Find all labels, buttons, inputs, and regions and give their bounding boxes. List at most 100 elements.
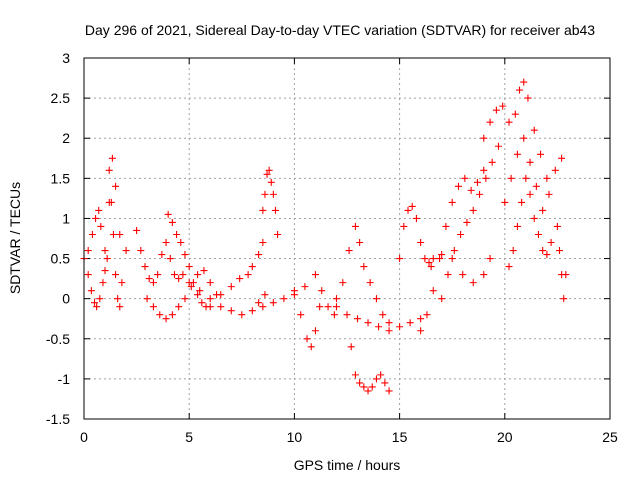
series-track-15	[396, 202, 437, 267]
data-point	[274, 230, 282, 238]
data-point	[408, 202, 416, 210]
data-point	[107, 198, 115, 206]
data-point	[347, 343, 355, 351]
data-point	[149, 303, 157, 311]
data-point	[122, 247, 130, 255]
data-point	[364, 387, 372, 395]
y-tick-label: 0.5	[51, 251, 71, 267]
series-track-9	[259, 166, 282, 238]
data-point	[269, 190, 277, 198]
data-point	[84, 247, 92, 255]
data-point	[238, 311, 246, 319]
data-point	[105, 166, 113, 174]
data-point	[385, 327, 393, 335]
data-point	[307, 343, 315, 351]
data-point	[532, 182, 540, 190]
series-track-22	[553, 222, 570, 303]
data-point	[438, 295, 446, 303]
x-axis-label: GPS time / hours	[294, 457, 401, 473]
data-point	[562, 271, 570, 279]
data-point	[469, 279, 477, 287]
data-point	[381, 379, 389, 387]
data-point	[318, 287, 326, 295]
y-tick-label: 1.5	[51, 170, 71, 186]
data-point	[343, 311, 351, 319]
data-point	[187, 283, 195, 291]
data-point	[360, 263, 368, 271]
data-point	[461, 174, 469, 182]
data-point	[101, 267, 109, 275]
data-point	[492, 106, 500, 114]
data-point	[168, 218, 176, 226]
data-point	[158, 251, 166, 259]
data-point	[95, 206, 103, 214]
data-point	[112, 271, 120, 279]
data-point	[244, 271, 252, 279]
data-point	[354, 315, 362, 323]
series-track-2	[84, 267, 109, 311]
data-point	[505, 263, 513, 271]
data-point	[145, 275, 153, 283]
data-point	[185, 279, 193, 287]
series-track-14	[332, 303, 425, 335]
data-point	[375, 323, 383, 331]
data-point	[301, 283, 309, 291]
series-track-18	[427, 251, 494, 287]
data-point	[463, 218, 471, 226]
data-point	[303, 335, 311, 343]
x-tick-label: 0	[80, 429, 88, 445]
data-point	[194, 291, 202, 299]
data-point	[103, 255, 111, 263]
data-point	[488, 158, 496, 166]
data-point	[137, 247, 145, 255]
data-point	[553, 222, 561, 230]
data-point	[526, 190, 534, 198]
data-point	[396, 323, 404, 331]
data-point	[360, 383, 368, 391]
data-point	[547, 239, 555, 247]
data-point	[217, 291, 225, 299]
y-tick-label: -1.5	[46, 411, 70, 427]
data-point	[261, 291, 269, 299]
data-point	[93, 303, 101, 311]
x-tick-label: 20	[497, 429, 513, 445]
series-track-3	[105, 166, 130, 311]
data-point	[486, 255, 494, 263]
data-point	[236, 275, 244, 283]
data-point	[417, 239, 425, 247]
data-point	[177, 239, 185, 247]
data-point	[206, 303, 214, 311]
data-point	[501, 198, 509, 206]
data-point	[421, 255, 429, 263]
data-point	[372, 375, 380, 383]
data-point	[551, 166, 559, 174]
data-point	[143, 295, 151, 303]
data-point	[311, 271, 319, 279]
data-point	[168, 311, 176, 319]
data-point	[406, 319, 414, 327]
data-point	[556, 247, 564, 255]
data-point	[179, 271, 187, 279]
data-point	[537, 150, 545, 158]
data-point	[175, 303, 183, 311]
data-point	[267, 178, 275, 186]
data-point	[162, 239, 170, 247]
series-track-5	[143, 267, 221, 323]
chart-title: Day 296 of 2021, Sidereal Day-to-day VTE…	[85, 22, 595, 38]
data-point	[263, 170, 271, 178]
data-point	[112, 182, 120, 190]
data-point	[345, 247, 353, 255]
y-tick-label: -0.5	[46, 331, 70, 347]
data-point	[206, 295, 214, 303]
data-point	[175, 275, 183, 283]
x-tick-label: 5	[185, 429, 193, 445]
data-point	[518, 198, 526, 206]
axis-ticks	[83, 57, 611, 420]
data-point	[259, 239, 267, 247]
data-point	[109, 230, 117, 238]
data-point	[444, 271, 452, 279]
data-point	[509, 247, 517, 255]
data-point	[255, 299, 263, 307]
y-tick-label: 1	[62, 210, 70, 226]
data-point	[290, 287, 298, 295]
